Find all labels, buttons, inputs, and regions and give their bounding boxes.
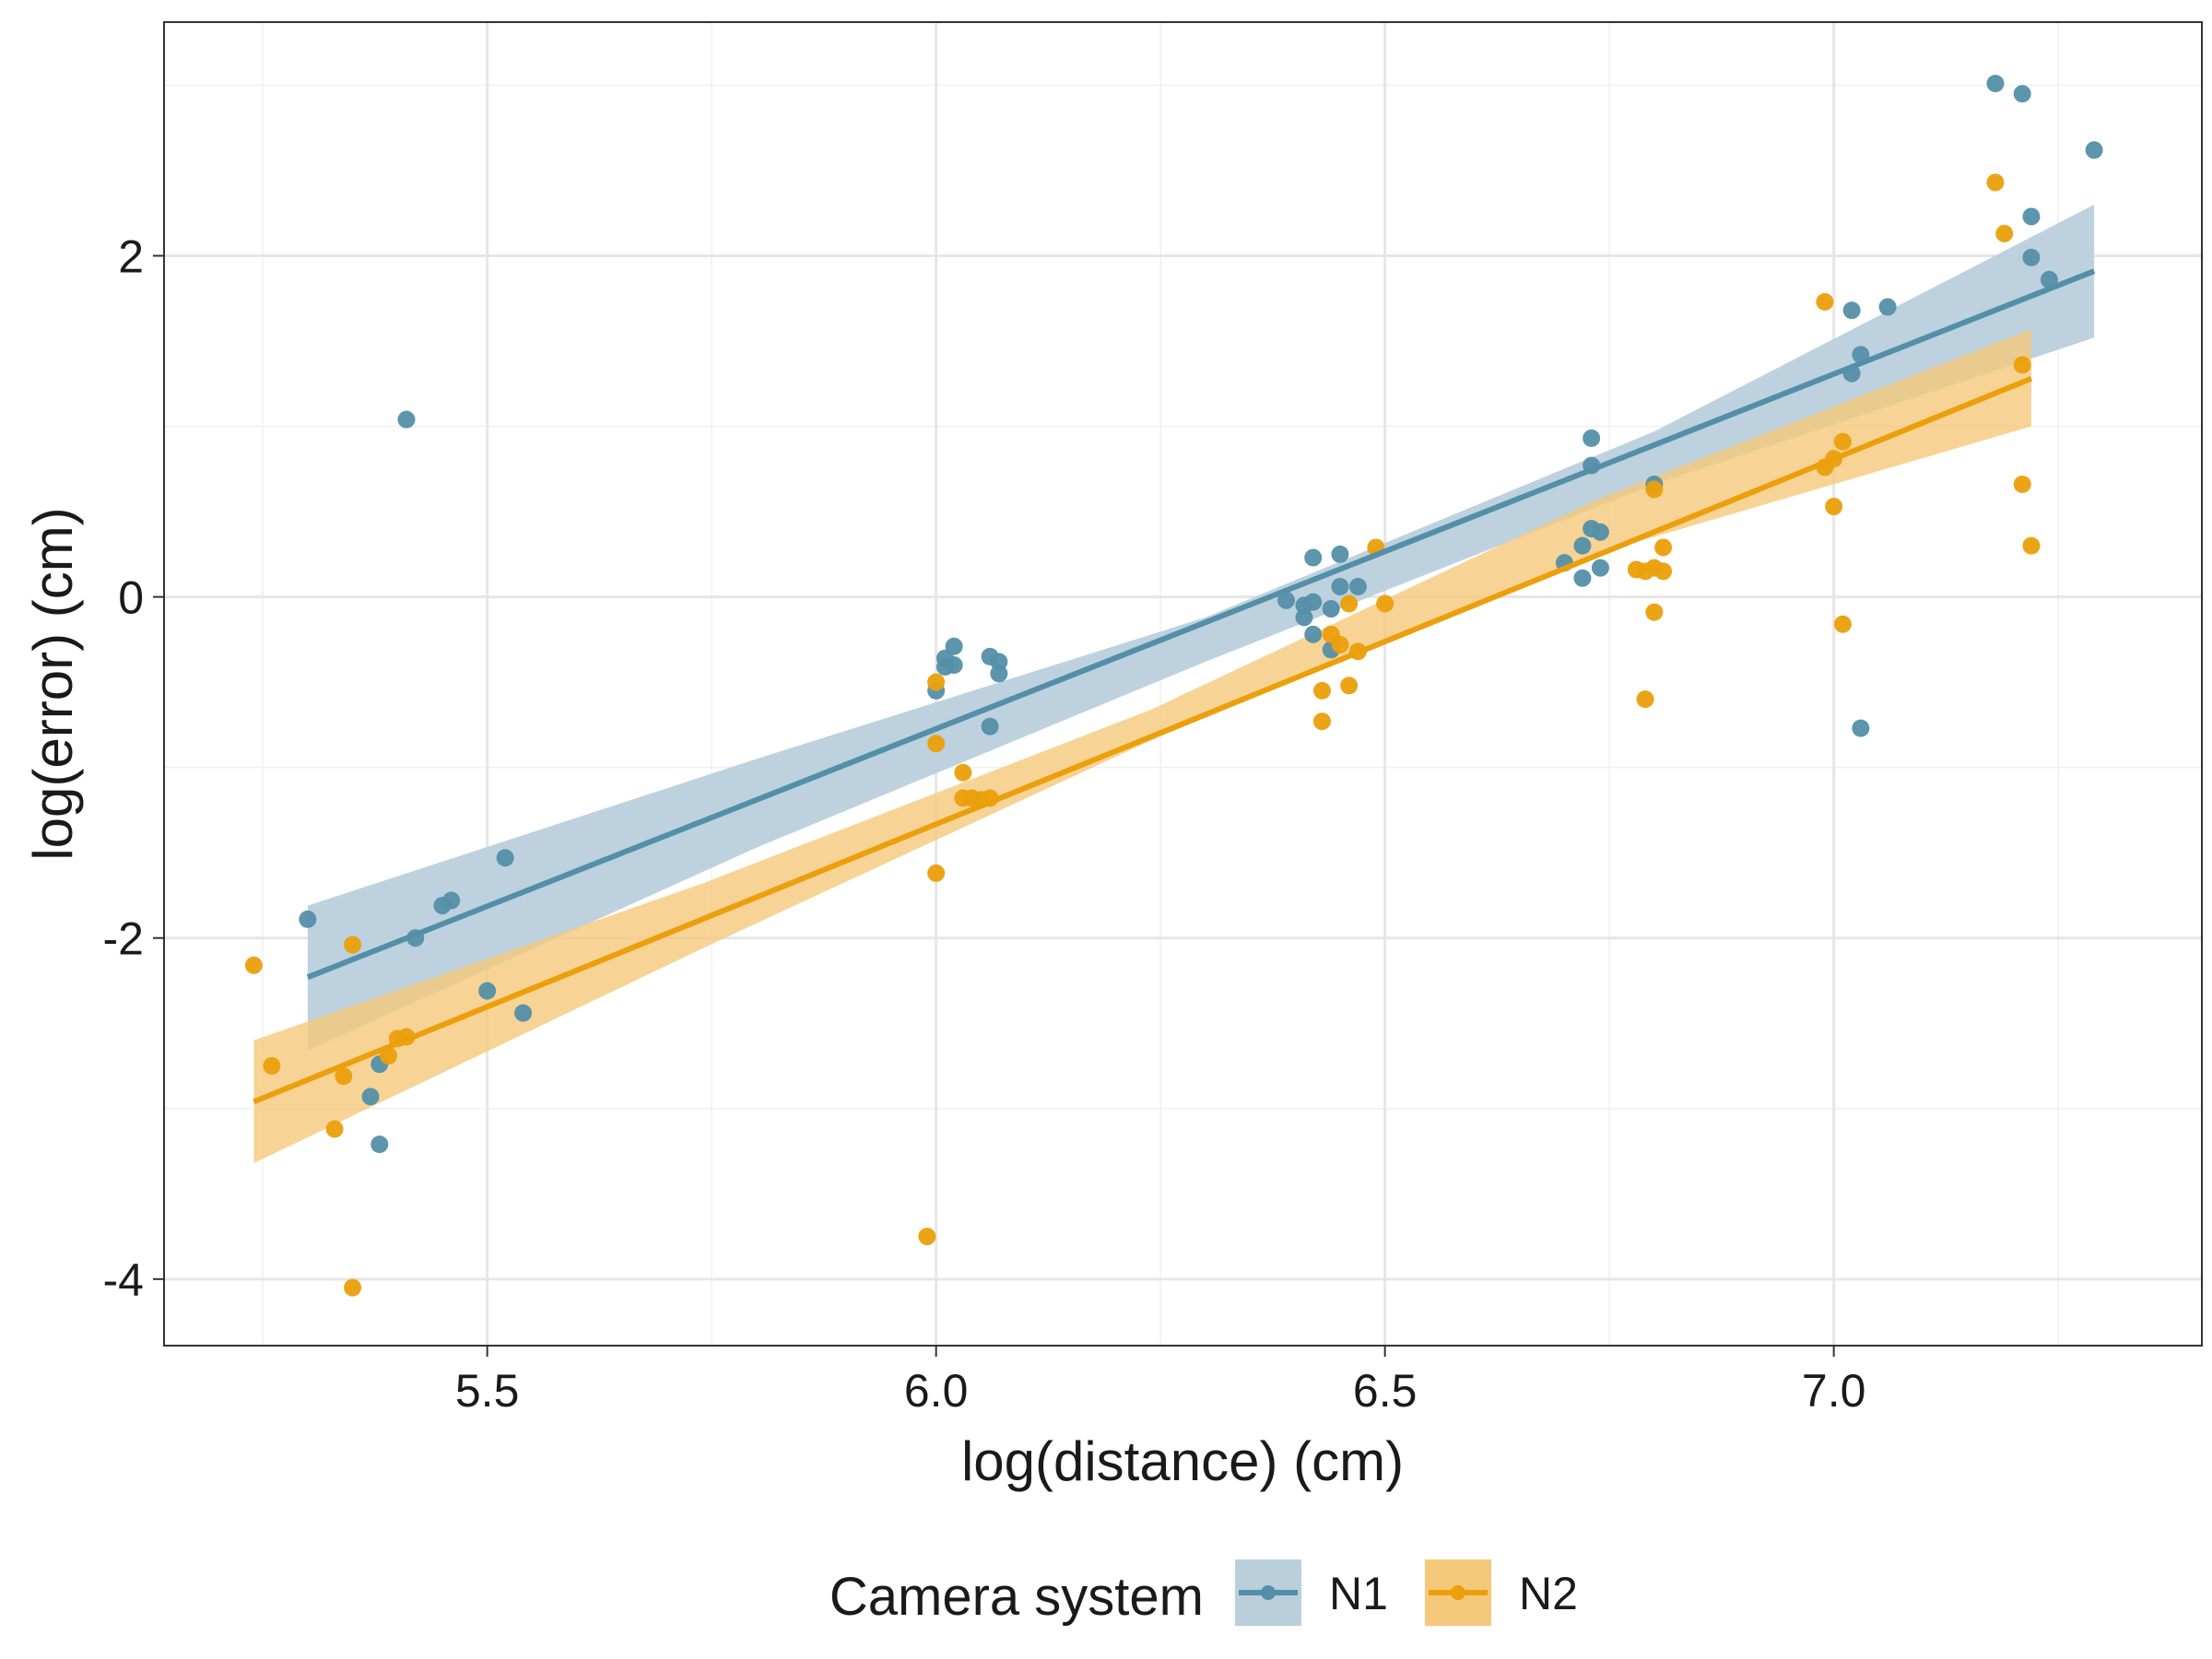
- x-tick-label: 6.0: [904, 1365, 969, 1417]
- point-n2: [1825, 498, 1843, 516]
- point-n2: [1340, 594, 1359, 613]
- x-tick-label: 6.5: [1353, 1365, 1418, 1417]
- regression-line-n2: [253, 375, 2033, 1105]
- point-n1: [1986, 75, 2005, 93]
- legend-label-n1: N1: [1329, 1568, 1388, 1619]
- legend-key-n1-point: [1261, 1585, 1276, 1600]
- point-n2: [1331, 635, 1349, 653]
- point-n1: [1304, 548, 1323, 567]
- point-n1: [1277, 591, 1296, 609]
- point-n2: [2022, 536, 2041, 555]
- point-n2: [344, 1278, 362, 1297]
- point-n1: [2022, 248, 2041, 266]
- point-n2: [1816, 292, 1834, 311]
- point-n1: [442, 891, 461, 910]
- point-n2: [325, 1120, 344, 1138]
- point-n2: [263, 1057, 281, 1076]
- legend-item-n1: N1: [1235, 1559, 1388, 1626]
- point-n2: [1995, 224, 2014, 242]
- point-n1: [371, 1135, 389, 1154]
- point-n1: [1322, 600, 1340, 618]
- point-n2: [1312, 681, 1331, 700]
- point-n2: [927, 864, 946, 882]
- point-n2: [344, 935, 362, 954]
- point-n1: [1591, 523, 1609, 541]
- point-n1: [981, 717, 999, 735]
- y-tick-label: 0: [118, 572, 144, 624]
- point-n1: [1591, 559, 1609, 577]
- point-n1: [1842, 301, 1861, 320]
- point-n1: [1304, 593, 1323, 611]
- plot-panel-background: [164, 22, 2202, 1346]
- x-tick-label: 7.0: [1802, 1365, 1866, 1417]
- x-axis-title: log(distance) (cm): [961, 1430, 1404, 1492]
- point-n2: [1833, 432, 1852, 451]
- confidence-bands: [253, 205, 2095, 1163]
- point-n1: [1573, 569, 1592, 587]
- point-n2: [927, 673, 946, 691]
- point-n1: [361, 1088, 380, 1106]
- point-n2: [927, 735, 946, 753]
- y-tick-label: -2: [103, 913, 144, 965]
- point-n1: [1878, 298, 1897, 316]
- x-tick-label: 5.5: [455, 1365, 520, 1417]
- point-n2: [1636, 690, 1654, 709]
- point-n1: [1852, 719, 1870, 737]
- point-n1: [1348, 578, 1367, 596]
- point-n1: [945, 637, 963, 655]
- point-n2: [1654, 562, 1673, 581]
- point-n2: [2013, 356, 2031, 374]
- axis-ticks: 5.5 6.0 6.5 7.0 -4 -2 0 2: [103, 231, 1866, 1417]
- confidence-band-n2: [253, 329, 2031, 1163]
- point-n2: [244, 956, 263, 974]
- point-n1: [1331, 578, 1349, 596]
- point-n1: [2013, 85, 2031, 103]
- point-n2: [335, 1067, 353, 1086]
- point-n2: [2013, 475, 2031, 493]
- point-n1: [1331, 545, 1349, 563]
- confidence-band-n1: [307, 205, 2095, 1051]
- point-n1: [478, 982, 497, 1000]
- point-n1: [299, 910, 317, 928]
- point-n1: [496, 849, 514, 867]
- point-n2: [1645, 603, 1664, 621]
- legend-key-n2-point: [1451, 1585, 1465, 1600]
- legend: Camera system N1 N2: [830, 1559, 1578, 1627]
- regression-lines: [253, 268, 2096, 1105]
- y-tick-label: -4: [103, 1254, 144, 1306]
- point-n2: [1312, 712, 1331, 731]
- data-points: [244, 75, 2103, 1297]
- legend-label-n2: N2: [1519, 1568, 1578, 1619]
- point-n1: [514, 1004, 533, 1022]
- point-n1: [2085, 141, 2103, 159]
- point-n2: [1986, 173, 2005, 192]
- point-n2: [1833, 615, 1852, 633]
- point-n2: [1376, 594, 1394, 613]
- point-n2: [1654, 538, 1673, 557]
- point-n1: [1304, 625, 1323, 643]
- point-n2: [954, 763, 972, 782]
- legend-title: Camera system: [830, 1567, 1204, 1627]
- point-n2: [918, 1228, 936, 1246]
- regression-line-n1: [306, 268, 2096, 981]
- point-n2: [1645, 480, 1664, 499]
- point-n1: [945, 656, 963, 675]
- point-n1: [1573, 536, 1592, 555]
- legend-item-n2: N2: [1425, 1559, 1578, 1626]
- gridlines: [164, 22, 2202, 1346]
- point-n1: [2040, 270, 2058, 288]
- point-n1: [1583, 429, 1601, 448]
- point-n1: [990, 665, 1008, 683]
- point-n1: [397, 410, 416, 429]
- point-n2: [1340, 677, 1359, 695]
- point-n1: [2022, 207, 2041, 226]
- plot-panel-border: [163, 21, 2203, 1347]
- y-tick-label: 2: [118, 231, 144, 283]
- y-axis-title: log(error) (cm): [22, 507, 84, 860]
